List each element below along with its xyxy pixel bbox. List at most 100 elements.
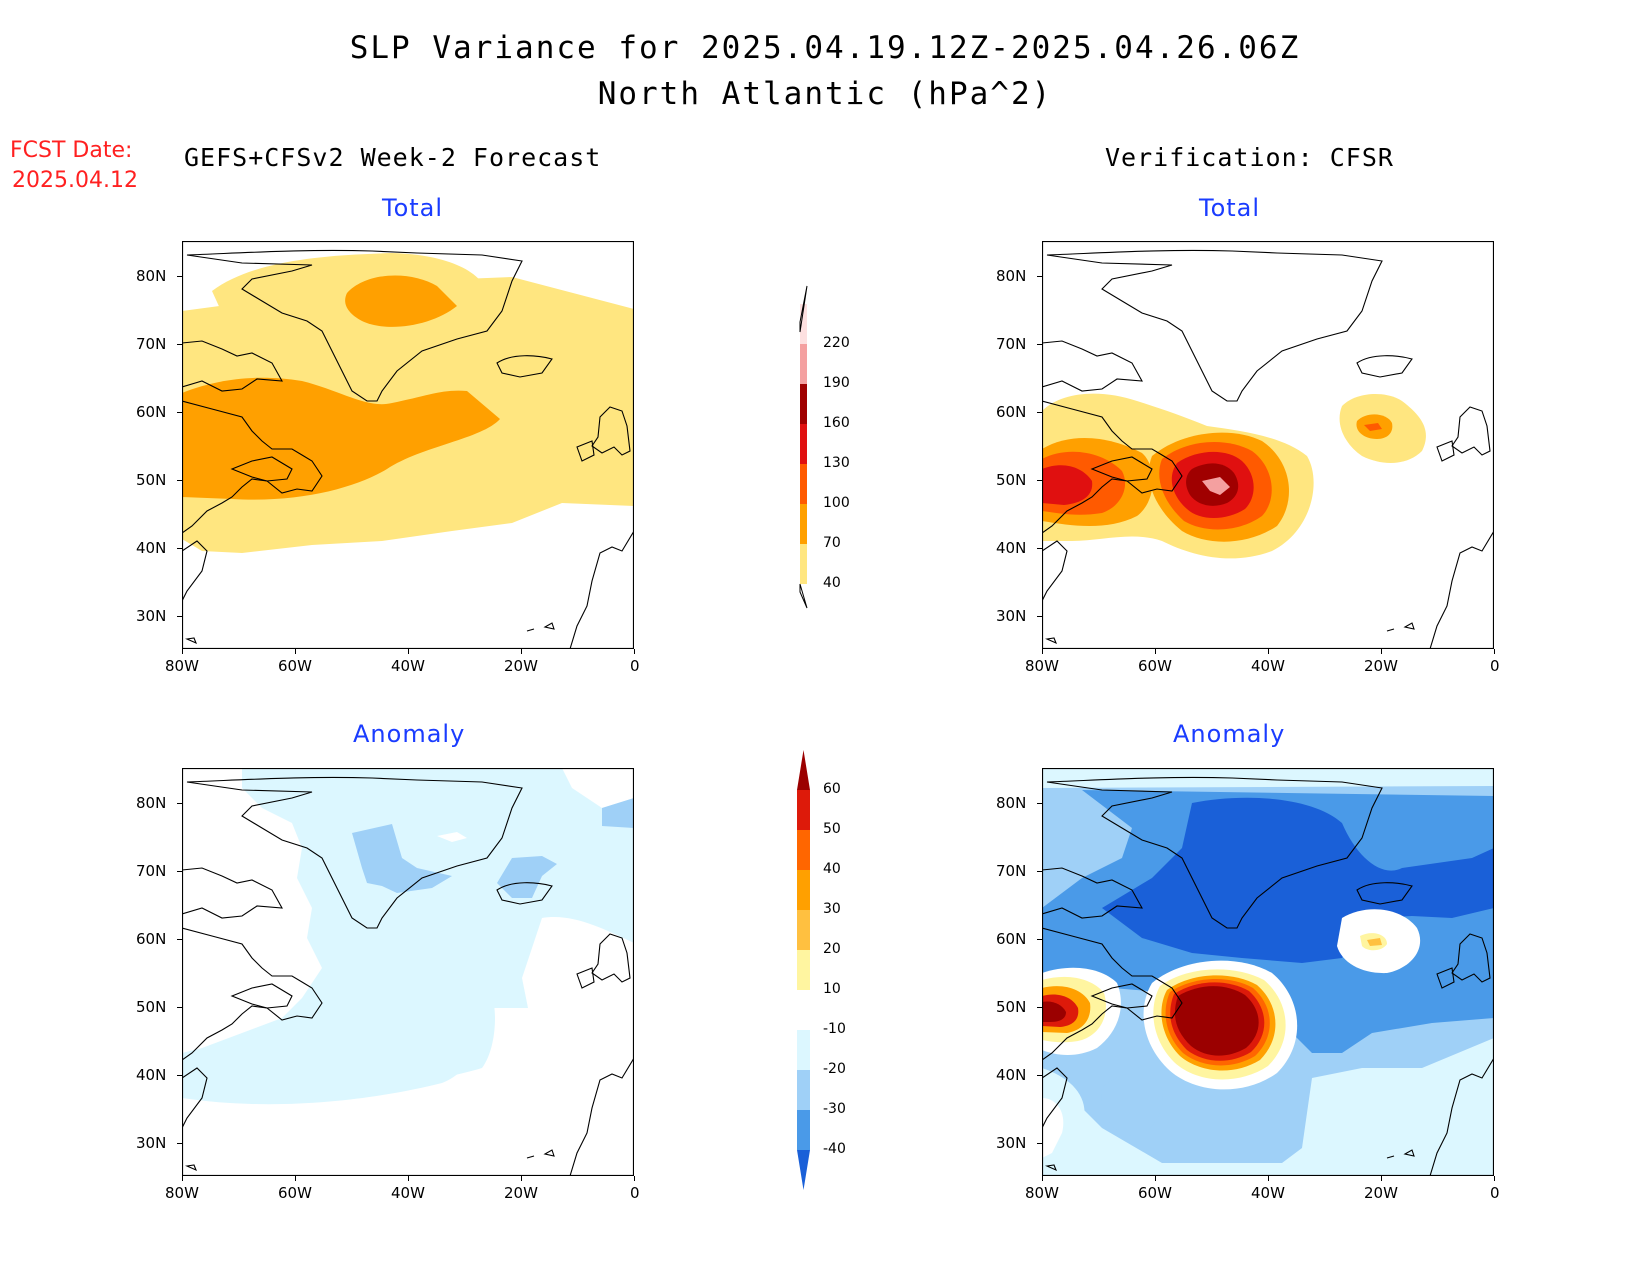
colorbar-total-swatch [800, 384, 807, 424]
colorbar-anomaly-swatch [797, 790, 810, 830]
lat-tick-label: 60N [136, 930, 167, 948]
colorbar-total-swatch [800, 424, 807, 464]
lon-tick-label: 80W [1025, 1184, 1059, 1202]
colorbar-anomaly-label: 50 [823, 821, 841, 837]
lat-tick-mark [1037, 1075, 1042, 1076]
lat-tick-label: 30N [136, 607, 167, 625]
lat-tick-label: 80N [996, 267, 1027, 285]
colorbar-anomaly-swatch [797, 870, 810, 910]
lat-tick-mark [1037, 616, 1042, 617]
main-title: SLP Variance for 2025.04.19.12Z-2025.04.… [349, 30, 1301, 66]
lat-tick-mark [1037, 1143, 1042, 1144]
lon-tick-label: 60W [278, 657, 312, 675]
lat-tick-mark [177, 412, 182, 413]
lat-tick-label: 60N [996, 403, 1027, 421]
lat-tick-mark [1037, 1007, 1042, 1008]
panel-title-verification-total: Total [1199, 194, 1261, 222]
lon-tick-mark [1155, 1176, 1156, 1181]
forecast-heading: GEFS+CFSv2 Week-2 Forecast [184, 143, 602, 172]
white-blob [437, 832, 467, 842]
fcst-date-label: FCST Date: [10, 138, 133, 163]
colorbar-anomaly-label: -30 [823, 1101, 846, 1117]
lat-tick-mark [177, 344, 182, 345]
colorbar-anomaly-swatch [797, 830, 810, 870]
white-lower-band [182, 1008, 634, 1176]
colorbar-anomaly-label: 60 [823, 781, 841, 797]
colorbar-total-label: 220 [823, 335, 850, 351]
shade-70 [182, 377, 500, 500]
lon-tick-label: 20W [1364, 1184, 1398, 1202]
light-blue-central [312, 918, 497, 1089]
lon-tick-label: 0 [630, 657, 640, 675]
colorbar-total-swatch [800, 344, 807, 384]
lon-tick-mark [1042, 1176, 1043, 1181]
lon-tick-label: 40W [1251, 1184, 1285, 1202]
lon-tick-label: 60W [1138, 657, 1172, 675]
lon-tick-mark [182, 649, 183, 654]
lon-tick-mark [521, 649, 522, 654]
colorbar-total-swatch [800, 504, 807, 544]
colorbar-total-swatch [800, 464, 807, 504]
white-west [182, 768, 322, 1053]
colorbar-anomaly-swatch [797, 910, 810, 950]
lat-tick-label: 40N [136, 539, 167, 557]
panel-title-forecast-total: Total [382, 194, 444, 222]
lat-tick-label: 50N [996, 471, 1027, 489]
lon-tick-mark [1268, 649, 1269, 654]
lat-tick-label: 70N [996, 335, 1027, 353]
lat-tick-label: 50N [996, 998, 1027, 1016]
lon-tick-label: 80W [165, 1184, 199, 1202]
colorbar-anomaly-swatch [797, 1110, 810, 1150]
lat-tick-label: 70N [136, 335, 167, 353]
colorbar-anomaly-swatch [797, 990, 810, 1030]
shade-minus20-b [497, 856, 557, 898]
lat-tick-mark [177, 1075, 182, 1076]
lon-tick-mark [182, 1176, 183, 1181]
fcst-date-value: 2025.04.12 [12, 168, 138, 193]
lat-tick-label: 80N [136, 267, 167, 285]
colorbar-total-label: 40 [823, 575, 841, 591]
colorbar-total-swatch [800, 304, 807, 344]
colorbar-anomaly-bottom-arrow [797, 1150, 810, 1190]
lat-tick-mark [1037, 939, 1042, 940]
colorbar-total [799, 285, 808, 609]
colorbar-anomaly-swatch [797, 1070, 810, 1110]
lat-tick-mark [177, 1143, 182, 1144]
lat-tick-label: 60N [136, 403, 167, 421]
lat-tick-label: 40N [996, 1066, 1027, 1084]
lat-tick-mark [177, 803, 182, 804]
colorbar-total-label: 130 [823, 455, 850, 471]
lat-tick-label: 40N [996, 539, 1027, 557]
coastlines [182, 776, 634, 1176]
lon-tick-label: 40W [1251, 657, 1285, 675]
shade-70-north [345, 275, 457, 327]
map-forecast-anomaly [182, 768, 634, 1176]
lat-tick-label: 30N [996, 1134, 1027, 1152]
lon-tick-mark [408, 649, 409, 654]
lat-tick-label: 80N [136, 794, 167, 812]
lon-tick-mark [634, 649, 635, 654]
lon-tick-label: 20W [504, 1184, 538, 1202]
lat-tick-label: 80N [996, 794, 1027, 812]
white-south [1042, 1098, 1064, 1158]
colorbar-total-swatch [800, 544, 807, 584]
colorbar-anomaly-label: -10 [823, 1021, 846, 1037]
lat-tick-mark [1037, 344, 1042, 345]
colorbar-anomaly-swatch [797, 950, 810, 990]
shade-20-east [1367, 938, 1382, 946]
lon-tick-label: 20W [504, 657, 538, 675]
lon-tick-mark [1155, 649, 1156, 654]
white-northeast [562, 768, 634, 808]
shade-190 [1202, 477, 1230, 495]
lon-tick-mark [295, 649, 296, 654]
shade-60-west [1042, 1001, 1066, 1022]
shade-minus20-c [602, 798, 634, 828]
lat-tick-mark [177, 939, 182, 940]
lat-tick-label: 30N [136, 1134, 167, 1152]
lat-tick-mark [1037, 276, 1042, 277]
verification-heading: Verification: CFSR [1105, 143, 1394, 172]
lon-tick-label: 40W [391, 657, 425, 675]
map-verification-anomaly [1042, 768, 1494, 1176]
coastlines [1042, 776, 1494, 1176]
lat-tick-label: 70N [136, 862, 167, 880]
